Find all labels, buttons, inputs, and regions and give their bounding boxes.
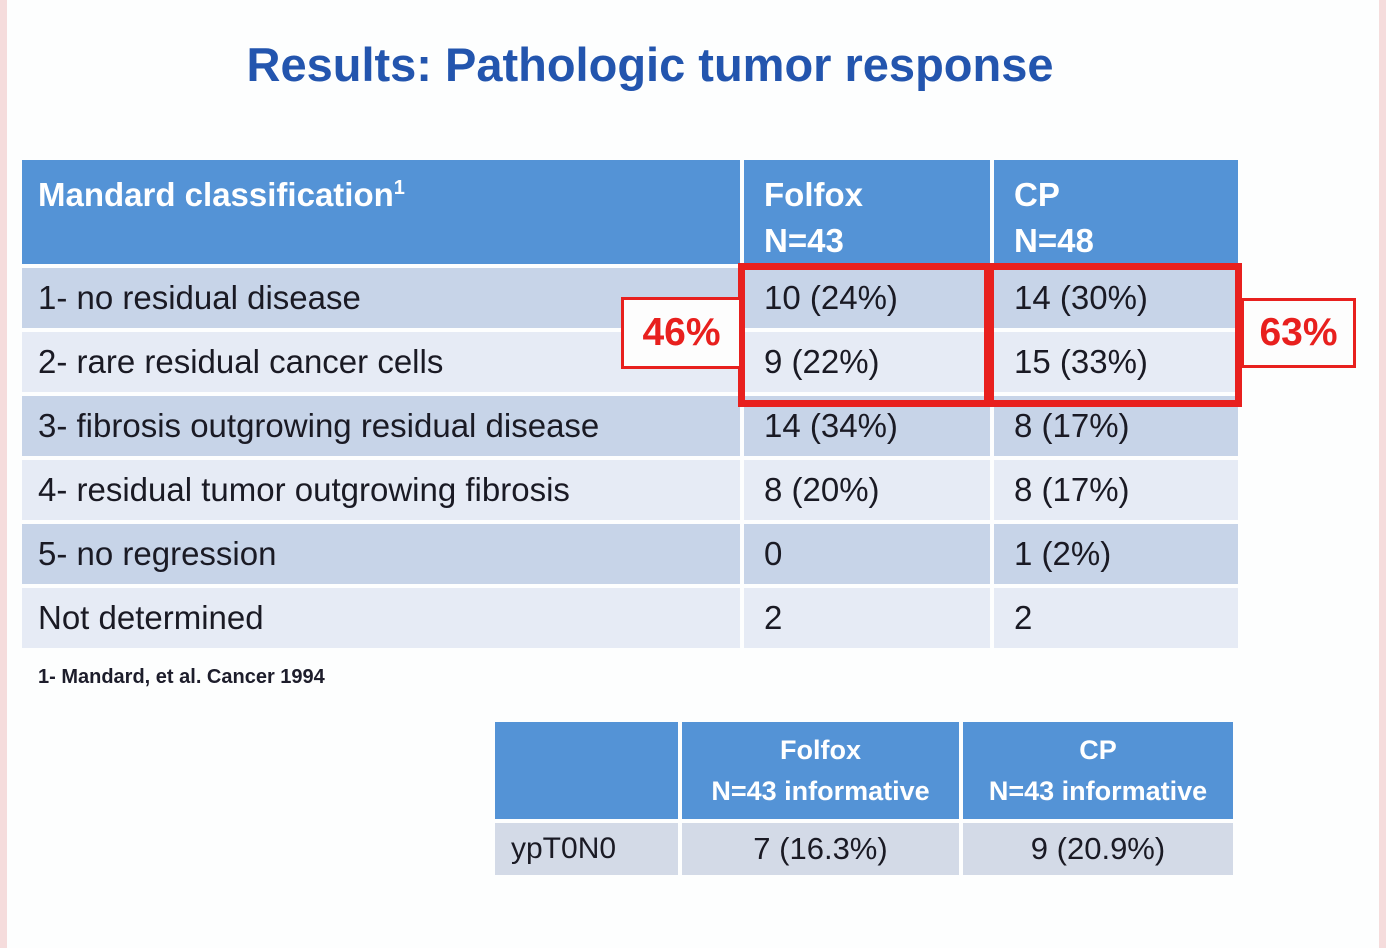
folfox-value: 10 (24%) xyxy=(744,268,990,328)
folfox-value: 2 xyxy=(744,588,990,648)
table-row: 2- rare residual cancer cells 9 (22%) 15… xyxy=(22,332,1238,392)
row-label: ypT0N0 xyxy=(495,823,678,875)
header-cell-folfox-informative: Folfox N=43 informative xyxy=(682,722,959,819)
folfox-response-callout: 46% xyxy=(621,297,742,369)
row-label: 4- residual tumor outgrowing fibrosis xyxy=(22,460,740,520)
cp-informative-label: N=43 informative xyxy=(988,775,1208,806)
ypt0n0-table-header: Folfox N=43 informative CP N=43 informat… xyxy=(495,722,1233,819)
header-footnote-marker: 1 xyxy=(393,177,405,199)
table-row: 1- no residual disease 10 (24%) 14 (30%) xyxy=(22,268,1238,328)
footnote-citation: 1- Mandard, et al. Cancer 1994 xyxy=(38,666,325,688)
left-edge-artifact xyxy=(0,0,7,948)
cp-value: 15 (33%) xyxy=(994,332,1238,392)
table-row: 5- no regression 0 1 (2%) xyxy=(22,524,1238,584)
cp-value: 2 xyxy=(994,588,1238,648)
header-cell-cp-informative: CP N=43 informative xyxy=(963,722,1233,819)
row-label: Not determined xyxy=(22,588,740,648)
ypt0n0-table: Folfox N=43 informative CP N=43 informat… xyxy=(495,722,1233,879)
cp-value: 14 (30%) xyxy=(994,268,1238,328)
slide-title: Results: Pathologic tumor response xyxy=(246,38,1054,92)
cp-arm-label: CP xyxy=(1079,735,1117,765)
row-label: 5- no regression xyxy=(22,524,740,584)
cp-arm-label: CP xyxy=(1014,176,1060,213)
row-label: 2- rare residual cancer cells xyxy=(22,332,740,392)
folfox-value: 9 (22%) xyxy=(744,332,990,392)
mandard-table-header: Mandard classification1 Folfox N=43 CP N… xyxy=(22,160,1238,264)
cp-value: 8 (17%) xyxy=(994,460,1238,520)
cp-value: 9 (20.9%) xyxy=(963,823,1233,875)
folfox-n-label: N=43 xyxy=(764,222,844,260)
folfox-arm-label: Folfox xyxy=(764,176,863,213)
header-cell-mandard: Mandard classification1 xyxy=(22,160,740,264)
ypt0n0-table-body: ypT0N0 7 (16.3%) 9 (20.9%) xyxy=(495,823,1233,875)
folfox-value: 0 xyxy=(744,524,990,584)
header-cell-folfox: Folfox N=43 xyxy=(744,160,990,264)
table-row: 4- residual tumor outgrowing fibrosis 8 … xyxy=(22,460,1238,520)
cp-value: 1 (2%) xyxy=(994,524,1238,584)
header-cell-cp: CP N=48 xyxy=(994,160,1238,264)
header-label: Mandard classification xyxy=(38,176,394,213)
folfox-highlight-box xyxy=(738,263,994,407)
table-row: ypT0N0 7 (16.3%) 9 (20.9%) xyxy=(495,823,1233,875)
folfox-value: 8 (20%) xyxy=(744,460,990,520)
folfox-arm-label: Folfox xyxy=(780,735,861,765)
right-edge-artifact xyxy=(1379,0,1386,948)
folfox-value: 7 (16.3%) xyxy=(682,823,959,875)
cp-response-callout: 63% xyxy=(1241,298,1356,368)
table-row: Not determined 2 2 xyxy=(22,588,1238,648)
header-cell-empty xyxy=(495,722,678,819)
folfox-informative-label: N=43 informative xyxy=(711,775,930,806)
row-label: 1- no residual disease xyxy=(22,268,740,328)
cp-highlight-box xyxy=(984,263,1242,407)
cp-n-label: N=48 xyxy=(1014,222,1094,260)
row-label: 3- fibrosis outgrowing residual disease xyxy=(22,396,740,456)
